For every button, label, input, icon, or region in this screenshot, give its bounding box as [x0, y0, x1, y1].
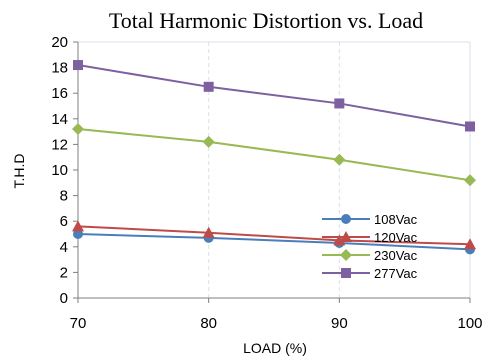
y-tick-label: 6 [60, 213, 68, 230]
legend-swatch-marker [340, 231, 352, 242]
data-point-277vac [465, 121, 475, 132]
series-line-277vac [77, 64, 471, 128]
y-tick-label: 20 [51, 34, 68, 51]
legend-swatch-marker [341, 214, 351, 224]
y-tick-label: 0 [60, 290, 68, 307]
data-point-120vac [202, 226, 215, 238]
legend-item-108vac: 108Vac [322, 212, 418, 227]
data-point-230vac [464, 174, 476, 187]
y-tick-label: 2 [60, 264, 68, 281]
data-point-230vac [202, 135, 215, 148]
x-tick-label: 80 [200, 315, 217, 332]
legend-swatch-marker [340, 249, 352, 261]
y-axis-label: T.H.D [11, 154, 27, 189]
series-line-108vac [77, 233, 471, 251]
data-point-120vac [464, 238, 476, 250]
legend-label: 120Vac [374, 230, 418, 245]
x-axis-label: LOAD (%) [243, 340, 307, 356]
legend-swatch-marker [341, 268, 351, 278]
data-point-277vac [73, 60, 83, 71]
series-230vac [72, 123, 476, 187]
y-tick-label: 14 [51, 111, 68, 128]
y-tick-label: 16 [51, 85, 68, 102]
x-tick-label: 100 [457, 315, 482, 332]
data-point-230vac [333, 153, 346, 166]
legend-label: 277Vac [374, 266, 418, 281]
legend: 108Vac 120Vac 230Vac 277Vac [322, 212, 418, 281]
axis-layer: 0 2 4 6 8 10 12 14 16 18 20 70 80 90 100 [51, 34, 482, 332]
legend-label: 230Vac [374, 248, 418, 263]
data-point-277vac [334, 98, 345, 109]
series-277vac [73, 60, 475, 132]
legend-item-230vac: 230Vac [322, 248, 418, 263]
y-tick-label: 10 [51, 162, 68, 179]
x-tick-label: 70 [70, 315, 87, 332]
data-point-108vac [73, 229, 83, 239]
legend-item-277vac: 277Vac [322, 266, 418, 281]
legend-item-120vac: 120Vac [322, 230, 418, 245]
series-line-120vac [77, 225, 471, 246]
y-tick-label: 8 [60, 188, 68, 205]
grid-layer [78, 41, 471, 298]
data-point-120vac [333, 234, 346, 246]
series-line-230vac [77, 128, 471, 182]
data-point-120vac [72, 220, 84, 232]
y-tick-label: 4 [60, 239, 68, 256]
chart-title: Total Harmonic Distortion vs. Load [109, 8, 423, 33]
series-layer [72, 60, 476, 255]
legend-label: 108Vac [374, 212, 418, 227]
series-120vac [72, 220, 476, 250]
x-tick-label: 90 [331, 315, 348, 332]
y-tick-label: 18 [51, 60, 68, 77]
data-point-230vac [72, 123, 84, 136]
y-tick-label: 12 [51, 136, 68, 153]
data-point-277vac [203, 81, 214, 92]
